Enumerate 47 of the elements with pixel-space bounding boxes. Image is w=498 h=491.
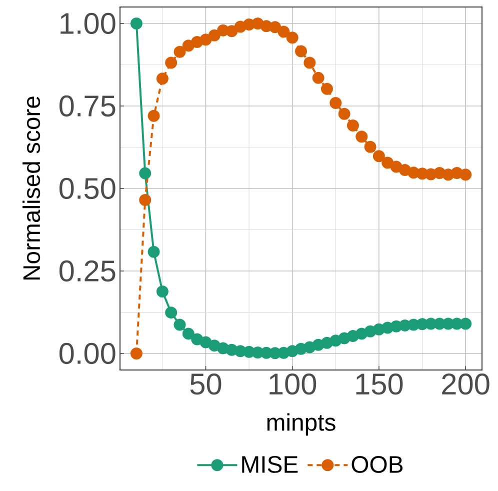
x-tick-label: 50 [190, 374, 222, 395]
point [182, 328, 194, 340]
y-tick-label: 0.75 [59, 95, 116, 117]
point [165, 56, 178, 69]
x-tick-label: 200 [442, 374, 490, 395]
point [200, 34, 212, 46]
x-tick-label: 100 [270, 374, 316, 395]
point [286, 32, 298, 44]
point [269, 21, 282, 34]
point [382, 156, 394, 169]
point [460, 318, 472, 330]
point [148, 246, 160, 258]
point [130, 347, 142, 360]
point [191, 333, 204, 346]
point [320, 82, 333, 95]
x-tick-label: 150 [356, 374, 403, 395]
point [460, 168, 472, 181]
point [304, 56, 316, 69]
point [148, 110, 160, 122]
point [165, 306, 178, 319]
y-tick-label: 1.00 [60, 12, 116, 34]
point [346, 119, 359, 132]
point [130, 17, 142, 30]
point [278, 26, 290, 38]
point [156, 285, 168, 298]
x-axis-title: minpts [267, 413, 336, 436]
point [364, 140, 376, 153]
point [330, 97, 342, 110]
point [295, 45, 308, 58]
point [208, 29, 220, 42]
legend-label: MISE [242, 456, 298, 473]
point [226, 25, 238, 38]
point [338, 108, 350, 120]
point [174, 318, 186, 331]
y-tick-label: 0.00 [59, 342, 116, 364]
point [182, 40, 194, 52]
point [312, 72, 324, 84]
legend-label: OOB [352, 456, 403, 473]
y-tick-label: 0.25 [59, 260, 116, 282]
point [156, 72, 168, 85]
point [174, 46, 186, 58]
y-tick-label: 0.50 [59, 178, 116, 200]
point [372, 150, 385, 162]
y-axis-title: Normalised score [22, 96, 40, 280]
point [139, 167, 152, 180]
point [356, 130, 368, 143]
point [139, 194, 152, 206]
